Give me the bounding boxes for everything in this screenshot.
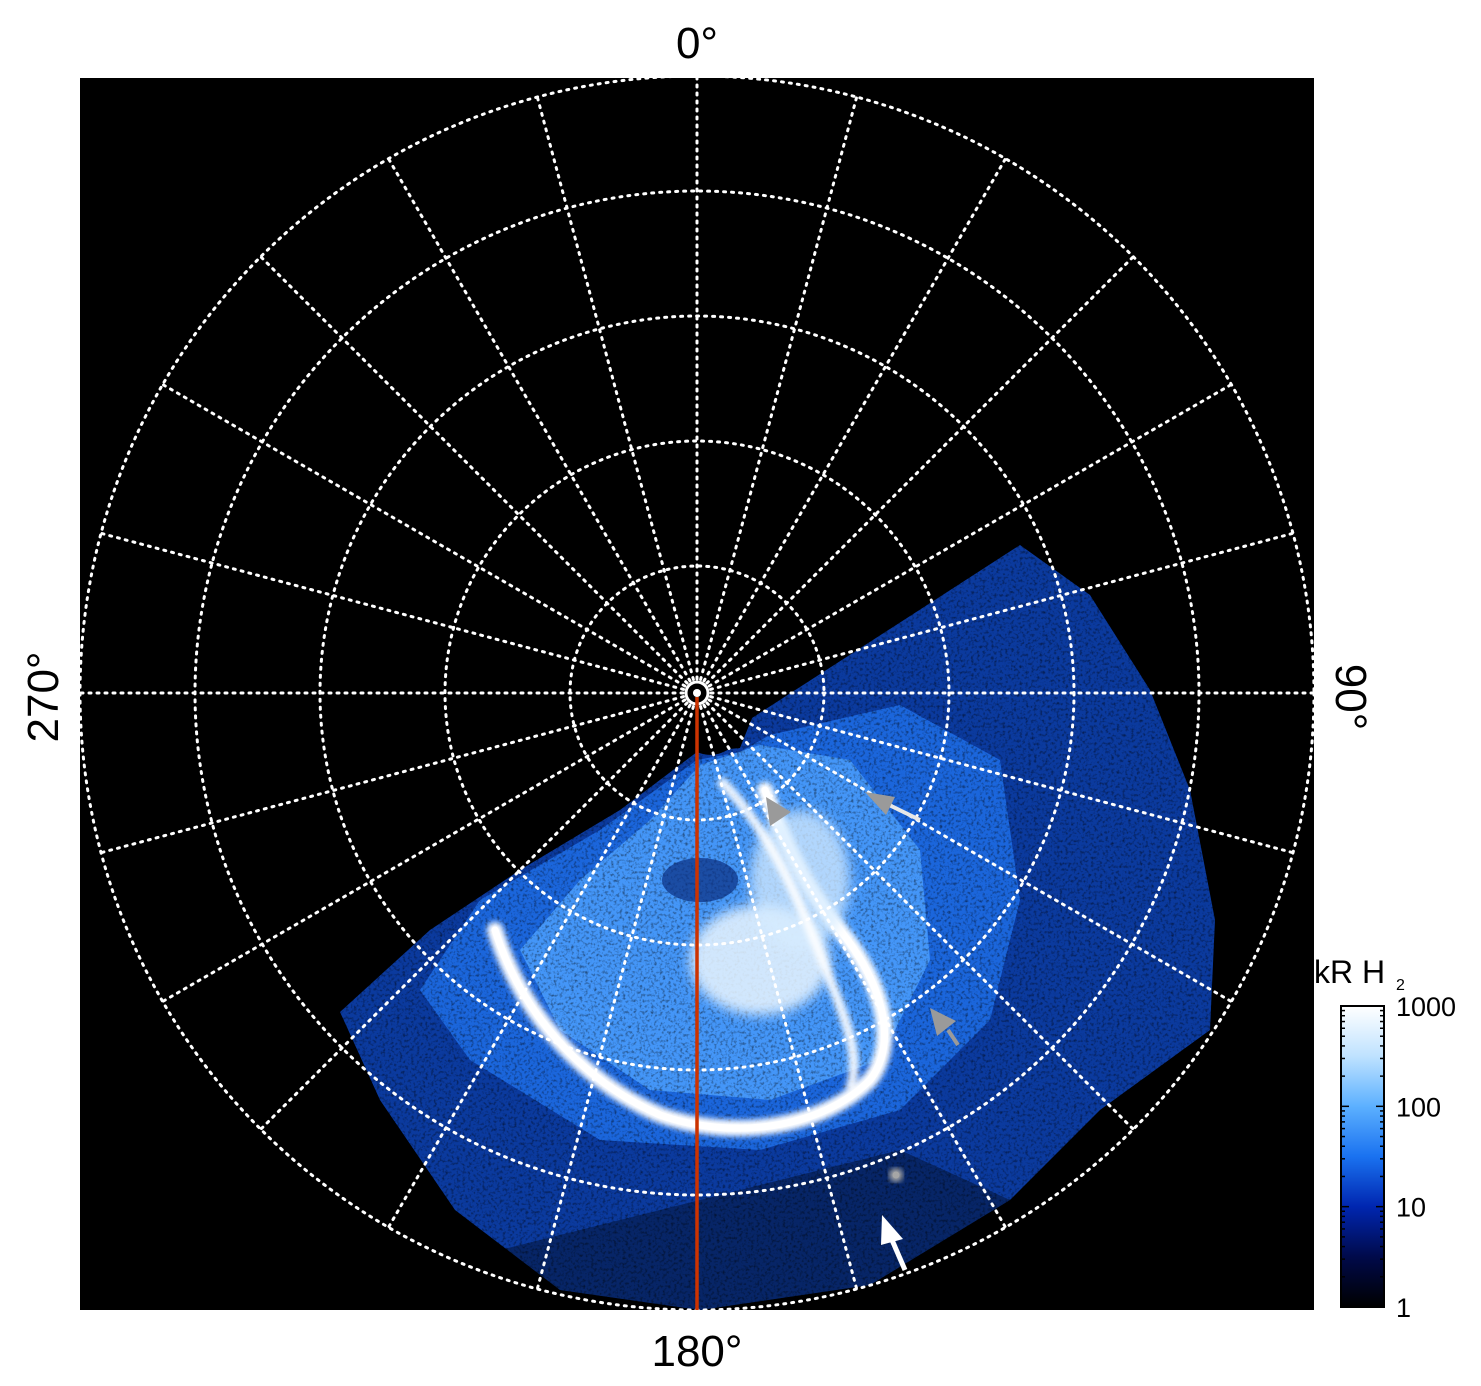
colorbar: kR H 2 — [1314, 954, 1405, 1308]
longitude-line — [705, 255, 1135, 685]
colorbar-tick-label: 100 — [1396, 1092, 1441, 1122]
longitude-line — [387, 703, 692, 1229]
colorbar-title: kR H — [1314, 954, 1385, 990]
longitude-line — [535, 95, 695, 681]
colorbar-tick-label: 1 — [1396, 1293, 1411, 1323]
longitude-line — [99, 531, 685, 691]
longitude-label-90: 90° — [1326, 664, 1375, 731]
longitude-line — [702, 703, 1007, 1229]
longitude-line — [709, 531, 1295, 691]
longitude-line — [161, 698, 687, 1003]
gray-arrow-lower — [930, 1008, 960, 1047]
dark-polar-gap — [662, 858, 738, 902]
longitude-label-180: 180° — [651, 1327, 742, 1376]
longitude-line — [99, 695, 685, 855]
colorbar-title-subscript: 2 — [1396, 977, 1405, 994]
gray-arrow-upper — [766, 797, 791, 826]
colorbar-tick-label: 10 — [1396, 1193, 1426, 1223]
colorbar-tick-label: 1000 — [1396, 992, 1456, 1022]
longitude-label-0: 0° — [676, 19, 718, 68]
longitude-line — [259, 701, 689, 1131]
longitude-line — [705, 701, 1135, 1131]
longitude-line — [699, 95, 859, 681]
colorbar-scale — [1340, 1005, 1385, 1308]
latitude-circle — [443, 439, 951, 947]
colorbar-ticks — [1341, 1009, 1384, 1308]
longitude-label-270: 270° — [19, 651, 68, 742]
inner-emission-arc — [716, 776, 859, 1092]
longitude-line — [709, 695, 1295, 855]
longitude-line — [702, 157, 1007, 683]
longitude-line — [259, 255, 689, 685]
white-arrow-lower — [881, 1215, 908, 1271]
longitude-line — [707, 698, 1233, 1003]
longitude-line — [707, 383, 1233, 688]
longitude-line — [161, 383, 687, 688]
longitude-line — [387, 157, 692, 683]
white-arrow-upper — [865, 792, 921, 822]
